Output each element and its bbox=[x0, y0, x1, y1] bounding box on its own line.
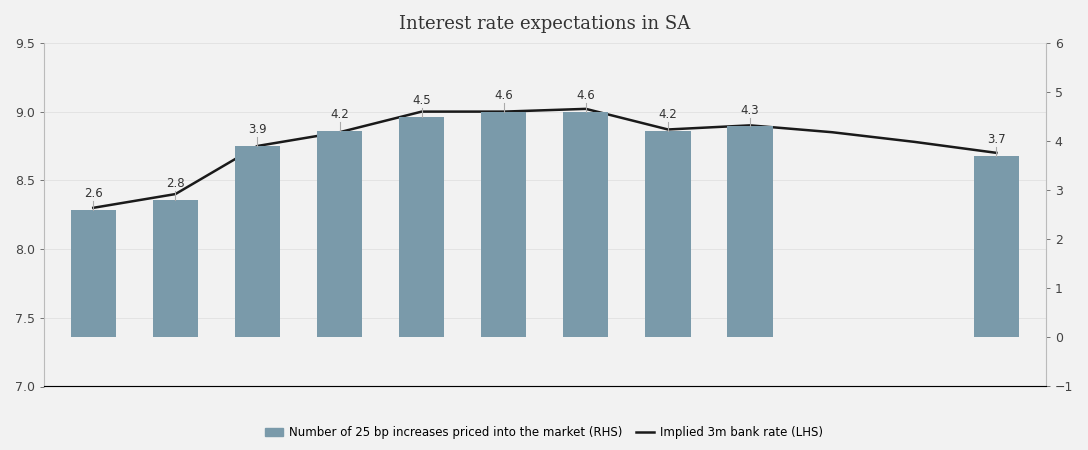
Legend: Number of 25 bp increases priced into the market (RHS), Implied 3m bank rate (LH: Number of 25 bp increases priced into th… bbox=[260, 422, 828, 444]
Bar bbox=[235, 146, 280, 338]
Bar bbox=[71, 210, 115, 338]
Bar bbox=[481, 112, 527, 338]
Bar bbox=[974, 156, 1019, 338]
Text: 2.8: 2.8 bbox=[166, 177, 185, 190]
Bar bbox=[317, 131, 362, 338]
Text: 4.3: 4.3 bbox=[741, 104, 759, 117]
Text: 4.2: 4.2 bbox=[658, 108, 678, 122]
Bar bbox=[399, 117, 444, 338]
Text: 4.6: 4.6 bbox=[494, 89, 514, 102]
Bar bbox=[728, 126, 772, 338]
Text: 4.6: 4.6 bbox=[577, 89, 595, 102]
Text: 3.9: 3.9 bbox=[248, 123, 267, 136]
Text: 3.7: 3.7 bbox=[987, 133, 1005, 146]
Text: 4.5: 4.5 bbox=[412, 94, 431, 107]
Bar bbox=[564, 112, 608, 338]
Title: Interest rate expectations in SA: Interest rate expectations in SA bbox=[399, 15, 691, 33]
Bar bbox=[645, 131, 691, 338]
Text: 4.2: 4.2 bbox=[330, 108, 349, 122]
Bar bbox=[152, 200, 198, 338]
Text: 2.6: 2.6 bbox=[84, 187, 102, 200]
